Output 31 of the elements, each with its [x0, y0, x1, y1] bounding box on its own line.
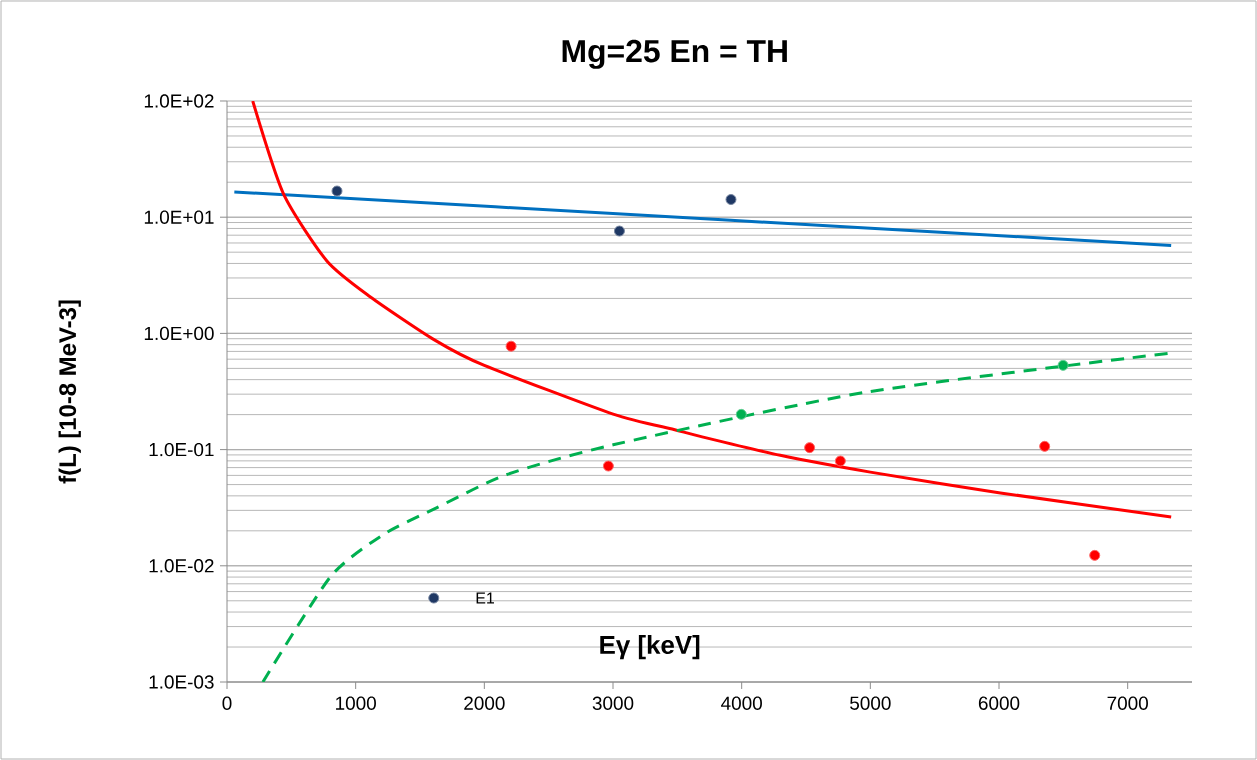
- x-tick-label: 0: [222, 696, 232, 710]
- y-tick-label: 1.0E-03: [149, 675, 214, 689]
- x-axis-title: Eγ [keV]: [600, 635, 700, 660]
- line-series: [251, 101, 1173, 519]
- annotation: E1: [476, 592, 494, 604]
- x-tick-label: 4000: [721, 696, 762, 710]
- point: [725, 194, 737, 205]
- y-axis-title: f(L) [10-8 MeV-3]: [58, 300, 81, 484]
- chart-title: Mg=25 En = TH: [562, 39, 787, 69]
- point: [613, 225, 625, 237]
- x-tick-label: 7000: [1107, 696, 1148, 710]
- point: [602, 460, 614, 472]
- y-tick-label: 1.0E-02: [149, 559, 214, 573]
- x-tick-label: 2000: [464, 696, 505, 710]
- point: [1089, 549, 1101, 561]
- point: [331, 185, 343, 197]
- x-tick-label: 1000: [336, 696, 376, 710]
- y-tick-label: 1.0E+00: [144, 326, 214, 341]
- point: [1057, 359, 1069, 371]
- point: [804, 442, 816, 454]
- y-tick-label: 1.0E+02: [144, 94, 214, 108]
- y-tick-label: 1.0E+01: [144, 210, 214, 224]
- point: [1039, 440, 1051, 452]
- point: [834, 455, 846, 467]
- point: [505, 340, 517, 352]
- x-tick-label: 3000: [592, 696, 634, 710]
- point: [735, 408, 747, 420]
- x-tick-label: 5000: [850, 696, 891, 710]
- x-tick-label: 6000: [978, 696, 1020, 710]
- y-tick-label: 1.0E-01: [149, 442, 214, 457]
- point: [428, 592, 440, 604]
